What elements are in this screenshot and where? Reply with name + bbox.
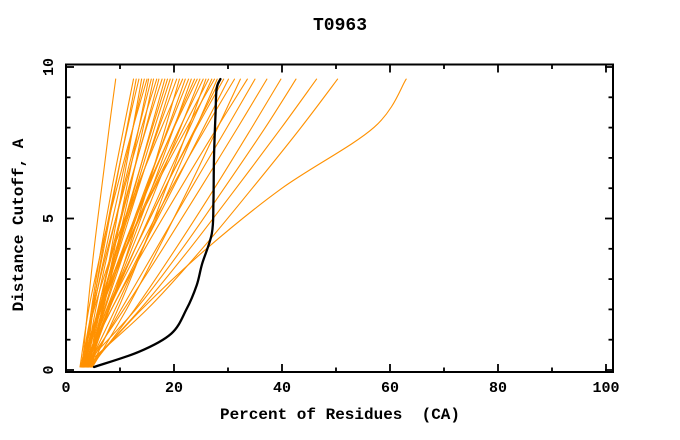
y-axis-label: Distance Cutoff, A (10, 138, 28, 312)
model-curve (80, 78, 184, 368)
model-curve (81, 78, 297, 368)
x-axis-label: Percent of Residues (CA) (219, 406, 461, 424)
model-curve (84, 78, 268, 368)
x-tick-label: 20 (165, 380, 183, 397)
model-curve (86, 78, 318, 368)
model-curve (88, 78, 198, 368)
model-curve (79, 78, 148, 368)
x-tick-label: 40 (273, 380, 291, 397)
model-curve (81, 78, 216, 368)
model-curve (83, 78, 248, 368)
y-tick-label: 10 (41, 58, 58, 76)
x-tick-label: 0 (61, 380, 70, 397)
model-curve (85, 78, 236, 368)
reference-curve (92, 77, 222, 369)
model-curve (82, 78, 339, 368)
model-curve (81, 78, 158, 368)
x-tick-label: 100 (592, 380, 619, 397)
model-curve (87, 78, 155, 368)
x-tick-label: 80 (489, 380, 507, 397)
y-tick-label: 0 (41, 365, 58, 374)
x-tick-label: 60 (381, 380, 399, 397)
model-curve (81, 78, 117, 368)
model-curve (87, 78, 256, 368)
chart-title: T0963 (312, 16, 367, 36)
plot-frame (65, 63, 614, 373)
y-tick-label: 5 (41, 214, 58, 223)
model-curve (88, 78, 407, 368)
